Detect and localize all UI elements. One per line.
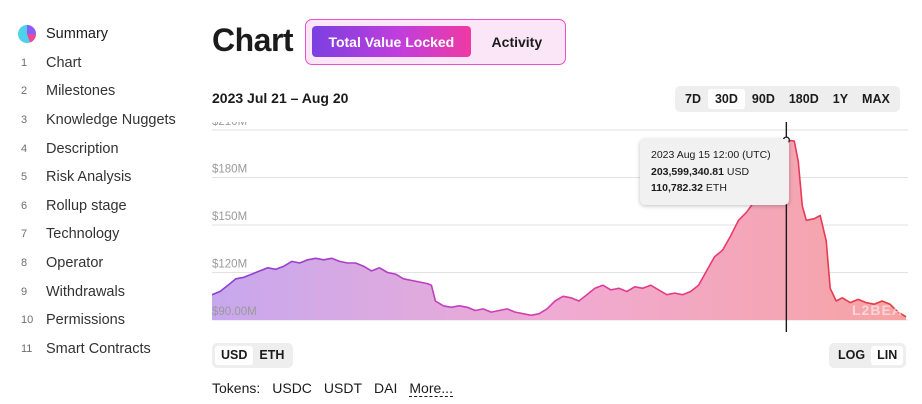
tvl-chart-svg: $210M $180M $150M $120M $90.00M	[212, 122, 908, 332]
tooltip-eth-unit: ETH	[705, 182, 727, 194]
tooltip-usd-value: 203,599,340.81	[651, 165, 724, 178]
tvl-line	[212, 139, 907, 318]
sidebar-item-label: Technology	[46, 226, 120, 243]
sidebar-item-number: 4	[21, 142, 28, 155]
sidebar-item-summary[interactable]: Summary	[16, 20, 202, 49]
sidebar-item-label: Knowledge Nuggets	[46, 112, 176, 129]
sidebar-item-chart[interactable]: 1 Chart	[16, 49, 202, 78]
sidebar-item-number: 9	[21, 285, 28, 298]
sidebar-item-permissions[interactable]: 10 Permissions	[16, 306, 202, 335]
currency-selector: USD ETH	[212, 343, 294, 368]
sidebar-item-smart-contracts[interactable]: 11 Smart Contracts	[16, 335, 202, 364]
sidebar-item-number: 2	[21, 85, 28, 98]
range-max-button[interactable]: MAX	[862, 92, 890, 106]
range-90d-button[interactable]: 90D	[751, 92, 775, 106]
page-title: Chart	[212, 22, 294, 58]
date-range-label: 2023 Jul 21 – Aug 20	[212, 90, 349, 106]
sidebar-item-label: Operator	[46, 255, 104, 272]
tokens-label: Tokens:	[212, 380, 261, 396]
tooltip-usd: 203,599,340.81 USD	[651, 164, 778, 181]
tvl-area	[212, 140, 906, 320]
tvl-chart[interactable]: $210M $180M $150M $120M $90.00M	[212, 122, 908, 332]
tooltip-date: 2023 Aug 15 12:00 (UTC)	[651, 149, 771, 161]
y-tick-label: $210M	[212, 122, 247, 128]
summary-icon	[16, 23, 38, 45]
sidebar-item-rollup-stage[interactable]: 6 Rollup stage	[16, 192, 202, 221]
sidebar-item-label: Risk Analysis	[46, 169, 132, 186]
time-range-selector: 7D 30D 90D 180D 1Y MAX	[675, 86, 900, 112]
sidebar-item-knowledge-nuggets[interactable]: 3 Knowledge Nuggets	[16, 106, 202, 135]
token-dai[interactable]: DAI	[374, 380, 398, 396]
y-tick-label: $120M	[212, 259, 247, 271]
token-usdt[interactable]: USDT	[323, 380, 363, 396]
scale-selector: LOG LIN	[829, 343, 907, 368]
scale-log-button[interactable]: LOG	[838, 348, 866, 362]
tokens-more-link[interactable]: More...	[409, 380, 453, 397]
range-30d-button[interactable]: 30D	[707, 89, 745, 109]
sidebar-item-technology[interactable]: 7 Technology	[16, 220, 202, 249]
sidebar-item-label: Rollup stage	[46, 197, 127, 214]
y-tick-label: $90.00M	[212, 306, 257, 318]
sidebar-item-label: Smart Contracts	[46, 340, 151, 357]
y-tick-label: $180M	[212, 164, 247, 176]
range-7d-button[interactable]: 7D	[685, 92, 701, 106]
sidebar-item-risk-analysis[interactable]: 5 Risk Analysis	[16, 163, 202, 192]
tooltip-eth-value: 110,782.32	[651, 182, 703, 194]
sidebar-item-number: 1	[21, 56, 28, 69]
token-usdc[interactable]: USDC	[272, 380, 312, 396]
sidebar-item-number: 6	[21, 199, 28, 212]
chart-type-tabs: Total Value Locked Activity	[305, 19, 566, 65]
sidebar-item-milestones[interactable]: 2 Milestones	[16, 77, 202, 106]
sidebar-item-label: Withdrawals	[46, 283, 125, 300]
sidebar-item-label: Milestones	[46, 83, 116, 100]
sidebar-item-number: 7	[21, 228, 28, 241]
currency-eth-button[interactable]: ETH	[259, 348, 285, 362]
range-180d-button[interactable]: 180D	[788, 92, 819, 106]
sidebar-item-number: 10	[21, 314, 34, 327]
sidebar-item-label: Description	[46, 140, 119, 157]
sidebar-nav: Summary 1 Chart 2 Milestones 3 Knowledge Nugge…	[16, 20, 202, 363]
chart-tooltip: 2023 Aug 15 12:00 (UTC) 203,599,340.81 U…	[640, 139, 789, 205]
sidebar-item-number: 5	[21, 171, 28, 184]
sidebar-item-label: Summary	[46, 26, 109, 43]
sidebar-item-number: 8	[21, 257, 28, 270]
sidebar-item-operator[interactable]: 8 Operator	[16, 249, 202, 278]
sidebar-item-description[interactable]: 4 Description	[16, 134, 202, 163]
y-tick-label: $150M	[212, 211, 247, 223]
sidebar-item-label: Chart	[46, 54, 82, 71]
tooltip-eth: 110,782.32 ETH	[651, 180, 778, 197]
tooltip-usd-unit: USD	[726, 165, 750, 178]
sidebar-item-label: Permissions	[46, 312, 125, 329]
tab-activity[interactable]: Activity	[491, 33, 543, 50]
currency-usd-button[interactable]: USD	[215, 346, 254, 365]
sidebar-item-number: 3	[21, 114, 28, 127]
tokens-row: Tokens: USDC USDT DAI More...	[212, 380, 465, 397]
scale-lin-button[interactable]: LIN	[871, 346, 904, 365]
l2beat-watermark: L2BEAT	[852, 302, 912, 318]
tab-total-value-locked[interactable]: Total Value Locked	[312, 26, 471, 57]
range-1y-button[interactable]: 1Y	[832, 92, 849, 106]
sidebar-item-number: 11	[21, 342, 33, 355]
sidebar-item-withdrawals[interactable]: 9 Withdrawals	[16, 277, 202, 306]
